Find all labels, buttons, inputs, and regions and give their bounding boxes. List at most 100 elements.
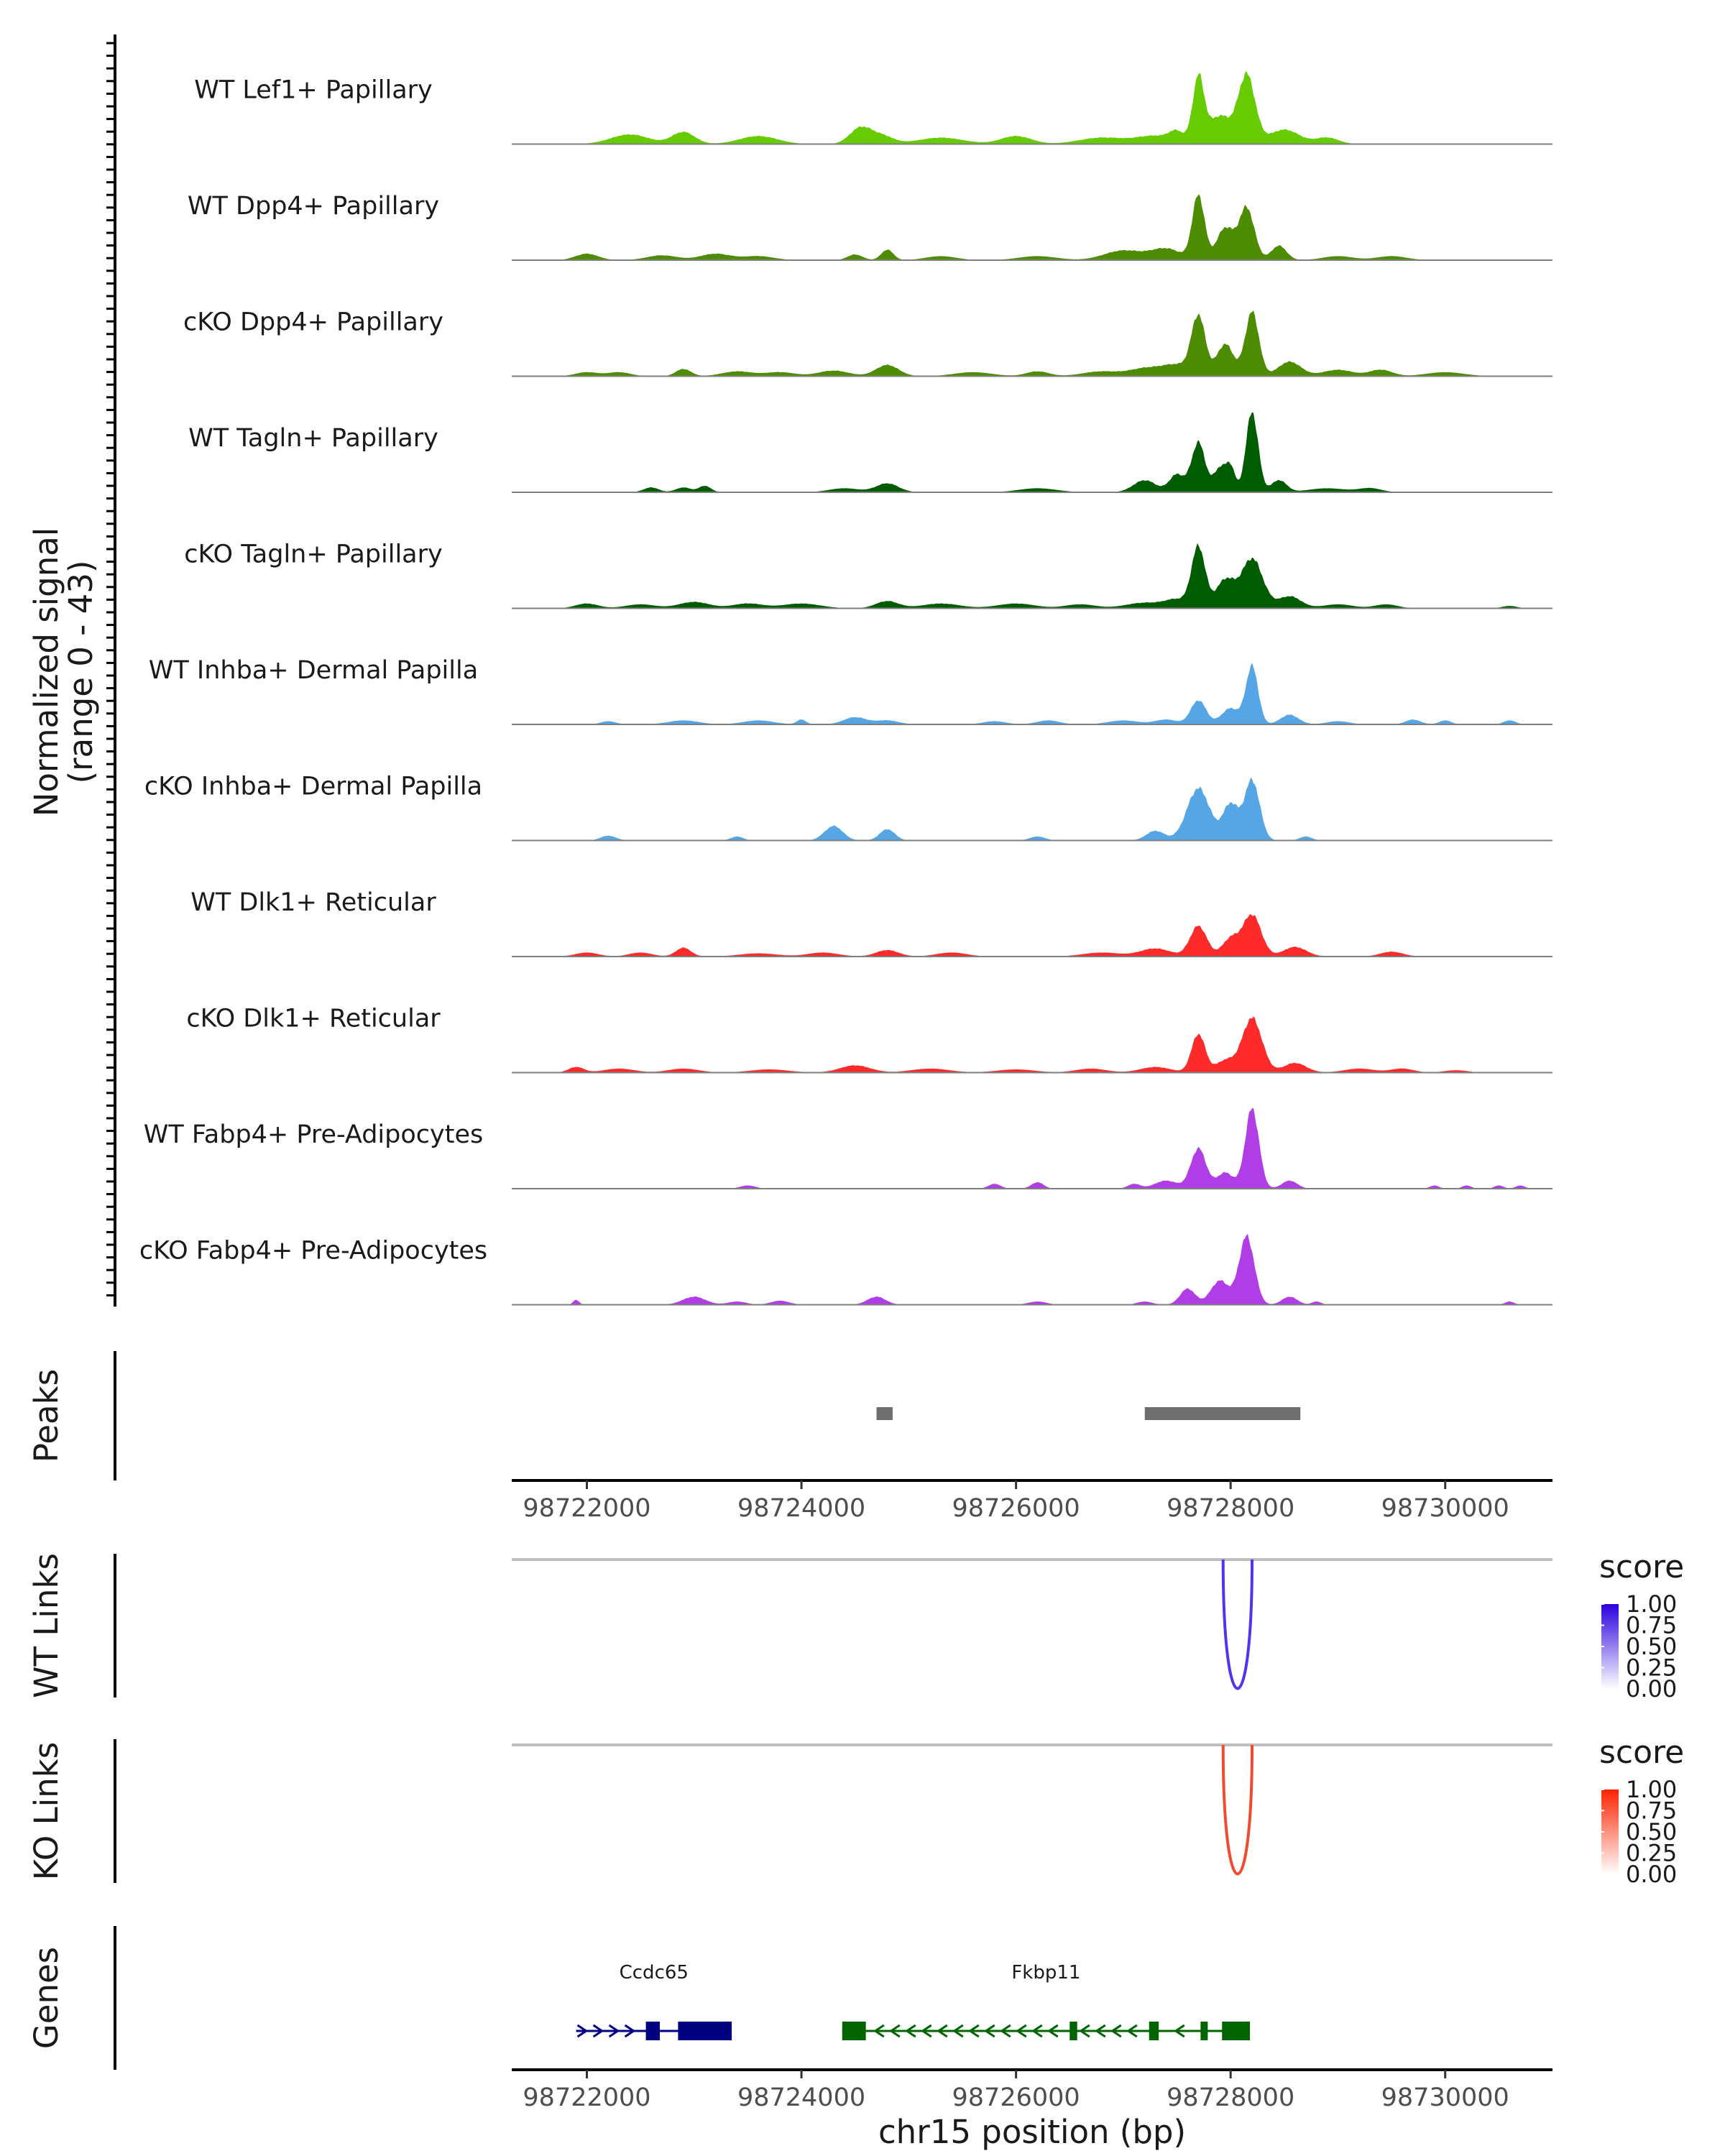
wt-score-legend: score 1.000.750.500.250.00: [1599, 1549, 1684, 1703]
coverage-area: [512, 777, 1552, 841]
track-label: WT Dlk1+ Reticular: [190, 888, 436, 917]
gene-exon: [678, 2022, 732, 2040]
strand-arrow: [905, 2024, 916, 2038]
gene-model: Ccdc65: [576, 1962, 732, 2040]
strand-arrow: [1079, 2024, 1090, 2038]
coverage-y-label-line1: Normalized signal: [27, 528, 65, 817]
genes-x-tick-label: 98728000: [1167, 2083, 1294, 2112]
strand-arrow: [1110, 2024, 1122, 2038]
track-label: WT Inhba+ Dermal Papilla: [149, 656, 478, 685]
strand-arrow: [1095, 2024, 1106, 2038]
track-label: WT Fabp4+ Pre-Adipocytes: [144, 1120, 483, 1149]
peaks-x-tick-label: 98728000: [1167, 1494, 1294, 1523]
strand-arrow: [592, 2024, 604, 2038]
track-label: cKO Dpp4+ Papillary: [183, 308, 443, 337]
peaks-x-tick-label: 98722000: [523, 1494, 650, 1523]
coverage-area: [512, 913, 1552, 957]
coverage-area: [512, 70, 1552, 144]
legend-title: score: [1599, 1549, 1684, 1585]
coverage-track: WT Fabp4+ Pre-Adipocytes: [144, 1107, 1552, 1189]
genes-panel: Genes Ccdc65 Fkbp11 98722000 98724000 98726…: [27, 1926, 1552, 2151]
track-label: cKO Fabp4+ Pre-Adipocytes: [139, 1237, 487, 1266]
strand-arrow: [952, 2024, 964, 2038]
strand-arrow: [624, 2024, 636, 2038]
coverage-area: [512, 193, 1552, 260]
coverage-track: WT Lef1+ Papillary: [194, 70, 1552, 145]
peak-region: [1144, 1407, 1301, 1420]
coverage-track: cKO Fabp4+ Pre-Adipocytes: [139, 1234, 1552, 1306]
coverage-y-axis-ticks: [106, 42, 115, 1296]
strand-arrow: [608, 2024, 620, 2038]
legend-tick-label: 0.50: [1626, 1633, 1677, 1660]
peaks-x-tick-label: 98730000: [1381, 1494, 1509, 1523]
x-axis-title: chr15 position (bp): [878, 2113, 1186, 2151]
strand-arrow: [968, 2024, 980, 2038]
strand-arrow: [889, 2024, 901, 2038]
strand-arrow: [1126, 2024, 1138, 2038]
legend-tick-label: 0.75: [1626, 1612, 1677, 1639]
ko-links-panel: KO Links score 1.000.750.500.250.00: [27, 1734, 1684, 1888]
gene-model: Fkbp11: [842, 1962, 1251, 2040]
genes-label: Genes: [27, 1947, 65, 2049]
peaks-label: Peaks: [27, 1369, 65, 1462]
peaks-x-tick-label: 98726000: [952, 1494, 1080, 1523]
coverage-track: WT Dlk1+ Reticular: [190, 888, 1552, 957]
gene-exon: [645, 2022, 661, 2040]
track-label: cKO Inhba+ Dermal Papilla: [144, 773, 482, 801]
coverage-track: WT Tagln+ Papillary: [188, 412, 1552, 493]
strand-arrow: [576, 2024, 589, 2038]
gene-name: Ccdc65: [620, 1962, 689, 1984]
strand-arrow: [921, 2024, 932, 2038]
coverage-area: [512, 663, 1552, 724]
gene-exon: [1200, 2022, 1208, 2040]
strand-arrow: [873, 2024, 885, 2038]
peaks-panel: Peaks 98722000 98724000 98726000 98728000 98…: [27, 1351, 1552, 1523]
wt-links-panel: WT Links score 1.000.750.500.250.00: [27, 1549, 1684, 1703]
genes-x-axis-ticks: 98722000 98724000 98726000 98728000 98730000: [523, 2070, 1509, 2112]
genes-x-tick-label: 98722000: [523, 2083, 650, 2112]
legend-tick-label: 1.00: [1626, 1590, 1677, 1618]
legend-tick-label: 0.25: [1626, 1654, 1677, 1682]
ko-score-legend: score 1.000.750.500.250.00: [1599, 1734, 1684, 1888]
track-label: WT Tagln+ Papillary: [188, 424, 438, 453]
peak-regions: [876, 1407, 1301, 1420]
gene-models: Ccdc65 Fkbp11: [576, 1962, 1251, 2040]
coverage-track: WT Inhba+ Dermal Papilla: [149, 656, 1552, 725]
genes-x-tick-label: 98724000: [737, 2083, 865, 2112]
strand-arrow: [1031, 2024, 1043, 2038]
legend-tick-label: 0.50: [1626, 1818, 1677, 1846]
peaks-x-axis-ticks: 98722000 98724000 98726000 98728000 98730000: [523, 1480, 1509, 1523]
gene-name: Fkbp11: [1011, 1962, 1080, 1984]
track-label: cKO Tagln+ Papillary: [184, 540, 443, 569]
wt-link-arcs: [1221, 1559, 1254, 1690]
coverage-track: cKO Tagln+ Papillary: [184, 540, 1552, 609]
coverage-area: [512, 1234, 1552, 1305]
ko-link-arcs: [1221, 1744, 1254, 1876]
track-label: WT Lef1+ Papillary: [194, 76, 433, 105]
link-arc: [1221, 1744, 1254, 1876]
track-label: cKO Dlk1+ Reticular: [186, 1005, 441, 1033]
legend-tick-label: 1.00: [1626, 1776, 1677, 1803]
genes-x-tick-label: 98730000: [1381, 2083, 1509, 2112]
strand-arrow: [1047, 2024, 1059, 2038]
coverage-track: cKO Dlk1+ Reticular: [186, 1005, 1552, 1074]
coverage-y-axis: Normalized signal (range 0 - 43): [27, 34, 116, 1307]
strand-arrow: [1016, 2024, 1027, 2038]
track-label: WT Dpp4+ Papillary: [188, 192, 439, 221]
gene-exon: [1222, 2022, 1251, 2040]
strand-arrow: [1174, 2024, 1185, 2038]
link-arc: [1221, 1559, 1254, 1690]
coverage-area: [512, 1016, 1552, 1073]
coverage-area: [512, 543, 1552, 609]
peaks-x-tick-label: 98724000: [737, 1494, 865, 1523]
legend-tick-label: 0.75: [1626, 1797, 1677, 1825]
peak-region: [876, 1407, 893, 1420]
coverage-tracks: WT Lef1+ Papillary WT Dpp4+ Papillary cKO …: [139, 70, 1552, 1306]
gene-exon: [1149, 2022, 1159, 2040]
gene-exon: [842, 2022, 866, 2040]
coverage-area: [512, 1107, 1552, 1189]
legend-tick-label: 0.00: [1626, 1861, 1677, 1888]
coverage-y-label-line2: (range 0 - 43): [62, 560, 100, 783]
coverage-area: [512, 310, 1552, 377]
